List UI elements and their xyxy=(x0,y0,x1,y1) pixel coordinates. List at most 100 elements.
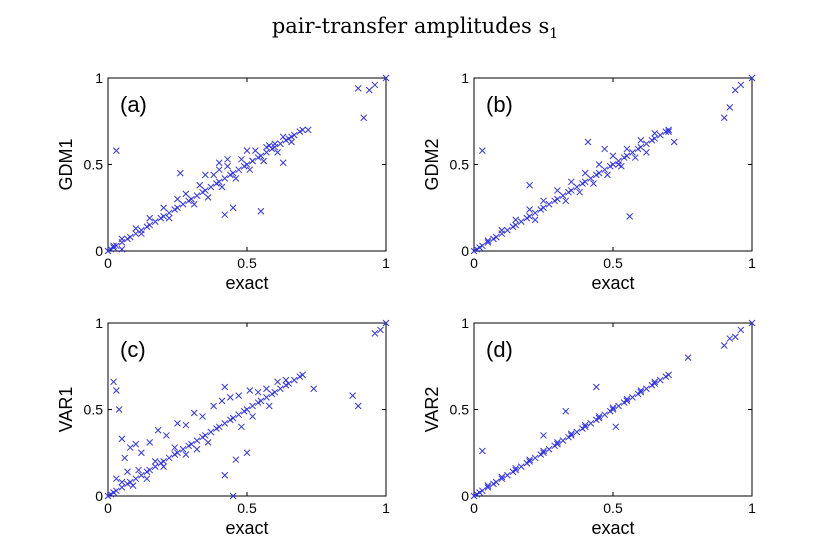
data-point xyxy=(174,204,181,212)
data-point xyxy=(229,414,237,422)
data-point xyxy=(201,432,209,439)
data-point xyxy=(478,487,486,495)
data-point xyxy=(573,428,581,436)
data-point xyxy=(623,145,631,153)
data-point xyxy=(190,200,198,208)
data-point xyxy=(581,178,589,186)
data-point xyxy=(274,149,281,156)
data-point xyxy=(188,440,195,448)
data-point xyxy=(263,143,270,151)
data-point xyxy=(581,423,589,431)
data-point xyxy=(484,237,492,244)
data-point xyxy=(526,456,533,464)
data-point xyxy=(517,463,525,470)
data-point xyxy=(143,475,151,483)
data-point xyxy=(554,439,561,446)
data-point xyxy=(207,183,215,191)
data-point xyxy=(498,226,506,234)
data-point xyxy=(146,466,154,474)
data-point xyxy=(643,140,650,148)
data-point xyxy=(609,161,617,168)
data-point xyxy=(243,406,251,413)
data-point xyxy=(232,174,240,182)
data-point xyxy=(651,130,659,137)
data-point xyxy=(567,178,575,186)
data-point xyxy=(504,226,511,234)
data-point xyxy=(643,385,650,393)
data-point xyxy=(629,394,636,401)
y-tick-label: 0 xyxy=(95,243,103,259)
data-point xyxy=(235,166,243,174)
data-point xyxy=(726,335,734,342)
data-point xyxy=(484,238,492,246)
y-tick-label: 1 xyxy=(461,70,469,86)
data-point xyxy=(201,187,209,194)
data-point xyxy=(165,214,173,222)
data-point xyxy=(637,388,645,396)
data-point xyxy=(282,376,290,384)
data-point xyxy=(207,428,215,436)
panel-d: 0 0.5 1 0 0.5 1 exact VAR2 (d) xyxy=(422,315,756,538)
data-point xyxy=(478,147,486,155)
data-point xyxy=(151,458,159,465)
data-point xyxy=(154,426,162,434)
data-point xyxy=(221,174,229,182)
data-point xyxy=(176,169,184,177)
data-point xyxy=(584,138,592,146)
data-point xyxy=(371,81,379,89)
data-point xyxy=(562,197,570,205)
data-point xyxy=(498,473,506,481)
data-point xyxy=(299,371,306,379)
data-point xyxy=(174,195,181,203)
x-tick-label: 0 xyxy=(104,500,112,516)
data-point xyxy=(238,155,245,163)
data-point xyxy=(498,475,506,483)
data-point xyxy=(118,245,126,253)
data-point xyxy=(193,445,201,453)
data-point xyxy=(615,161,622,168)
figure-title-text: pair-transfer amplitudes s xyxy=(272,14,549,38)
data-point xyxy=(581,421,589,429)
data-point xyxy=(643,149,650,156)
data-point xyxy=(354,402,362,410)
data-point xyxy=(526,458,533,465)
data-point xyxy=(179,200,187,208)
y-axis-label: VAR1 xyxy=(56,387,76,433)
data-point xyxy=(484,483,492,491)
data-point xyxy=(265,402,273,410)
data-point xyxy=(567,432,575,439)
data-point xyxy=(138,230,145,238)
data-point xyxy=(199,413,206,420)
data-point xyxy=(526,213,533,220)
y-axis-label: VAR2 xyxy=(422,387,442,433)
data-point xyxy=(210,402,217,410)
data-point xyxy=(354,85,362,92)
data-point xyxy=(554,187,561,194)
data-point xyxy=(126,233,134,241)
y-tick-label: 0.5 xyxy=(84,157,104,173)
panel-a: 0 0.5 1 0 0.5 1 exact GDM1 (a) xyxy=(56,70,390,293)
data-point xyxy=(129,482,137,489)
data-point xyxy=(160,204,167,212)
data-point xyxy=(221,383,229,391)
data-point xyxy=(193,192,201,199)
data-point xyxy=(581,169,589,177)
data-point xyxy=(277,140,284,148)
data-point xyxy=(229,169,237,177)
data-point xyxy=(224,162,231,170)
data-point xyxy=(263,394,270,401)
data-point xyxy=(492,233,500,241)
data-point xyxy=(121,454,129,462)
data-point xyxy=(132,225,140,232)
data-point xyxy=(595,161,603,168)
data-point xyxy=(288,133,295,141)
data-point xyxy=(160,463,167,470)
data-point xyxy=(110,242,117,250)
data-point xyxy=(371,330,379,337)
data-point xyxy=(377,326,384,334)
data-point xyxy=(160,213,167,220)
x-tick-label: 0.5 xyxy=(237,500,257,516)
data-point xyxy=(492,478,500,486)
y-tick-label: 0 xyxy=(95,488,103,504)
data-point xyxy=(215,159,223,167)
